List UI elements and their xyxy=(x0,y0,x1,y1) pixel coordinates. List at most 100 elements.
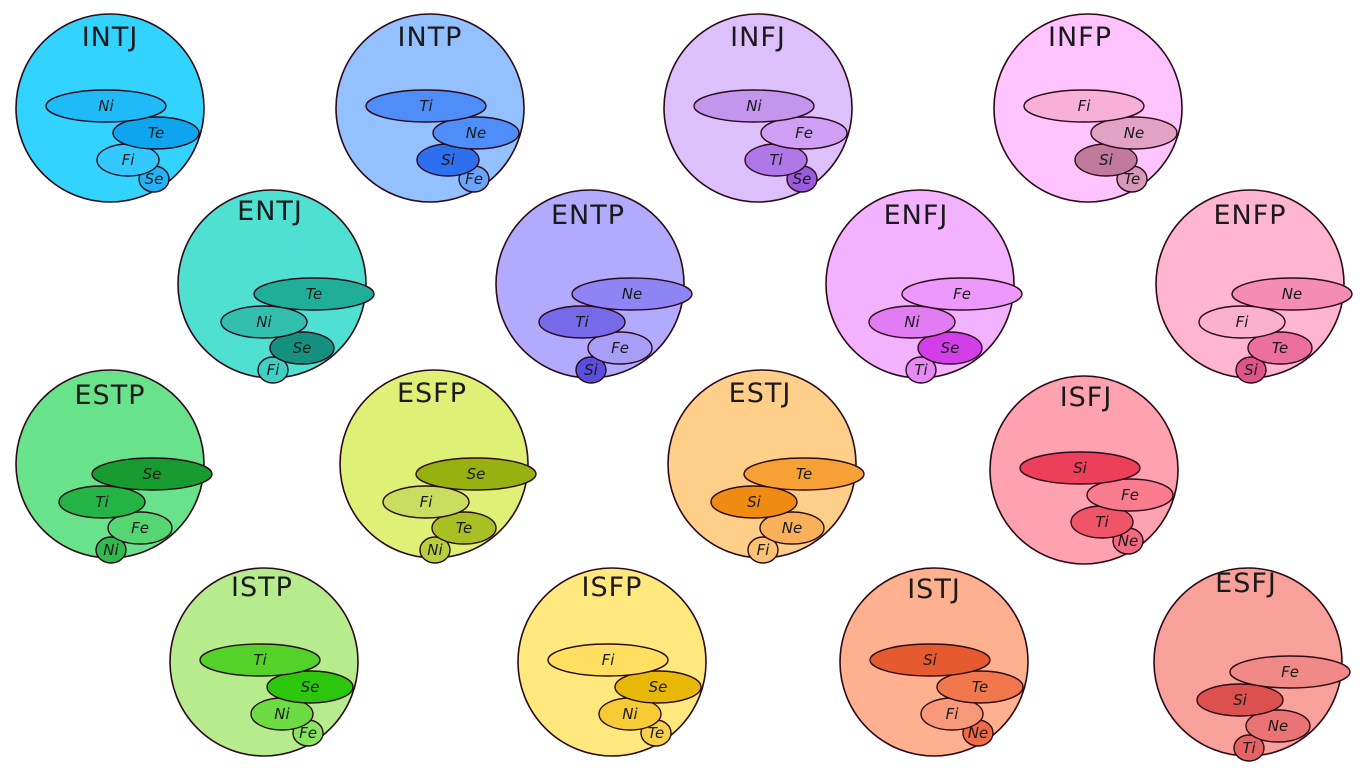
function-bubble xyxy=(91,457,213,491)
function-bubble xyxy=(760,116,848,150)
function-label: Se xyxy=(649,678,668,696)
type-title: ISFP xyxy=(582,572,643,603)
function-label: Te xyxy=(456,519,473,537)
function-bubble xyxy=(1023,89,1145,123)
type-isfj: ISFJ Ne Ti Fe Si xyxy=(989,375,1179,565)
function-label: Ti xyxy=(769,151,783,169)
function-label: Si xyxy=(747,493,762,511)
function-bubble xyxy=(575,356,607,384)
function-label: Te xyxy=(1272,339,1289,357)
function-label: Si xyxy=(441,151,456,169)
function-bubble xyxy=(917,331,983,365)
function-bubble xyxy=(538,305,626,339)
function-label: Te xyxy=(648,724,665,742)
type-title: ENTJ xyxy=(237,196,303,227)
function-label: Te xyxy=(148,124,165,142)
function-bubble xyxy=(415,457,537,491)
type-enfp: ENFP Si Te Fi Ne xyxy=(1155,189,1353,384)
type-title: INTJ xyxy=(82,22,139,53)
function-bubble xyxy=(1198,305,1286,339)
function-bubble xyxy=(257,356,289,384)
function-bubble xyxy=(199,643,321,677)
function-label: Si xyxy=(1073,459,1088,477)
function-bubble xyxy=(901,277,1023,311)
function-label: Ne xyxy=(968,724,988,742)
type-istj: ISTJ Ne Fi Te Si xyxy=(839,567,1029,757)
function-label: Si xyxy=(923,651,938,669)
function-bubble xyxy=(614,670,702,704)
type-isfp: ISFP Te Ni Se Fi xyxy=(517,567,707,757)
type-title: ESFP xyxy=(397,378,467,409)
function-bubble xyxy=(905,356,937,384)
function-bubble xyxy=(1086,478,1174,512)
function-bubble xyxy=(1245,709,1311,743)
function-bubble xyxy=(419,536,451,564)
function-label: Te xyxy=(1124,170,1141,188)
function-label: Ni xyxy=(274,705,290,723)
function-label: Ti xyxy=(575,313,589,331)
function-label: Ne xyxy=(1268,717,1288,735)
function-bubble xyxy=(547,643,669,677)
function-bubble xyxy=(253,277,375,311)
function-bubble xyxy=(45,89,167,123)
type-entj: ENTJ Fi Se Ni Te xyxy=(177,189,375,384)
type-title: ISFJ xyxy=(1060,382,1113,413)
function-label: Fi xyxy=(1078,97,1092,115)
function-label: Se xyxy=(145,170,164,188)
function-bubble xyxy=(431,511,497,545)
type-estp: ESTP Ni Fe Ti Se xyxy=(15,369,213,564)
type-esfj: ESFJ Ti Ne Si Fe xyxy=(1153,567,1351,762)
function-label: Te xyxy=(306,285,323,303)
function-bubble xyxy=(58,485,146,519)
function-bubble xyxy=(1229,655,1351,689)
function-bubble xyxy=(1090,116,1178,150)
function-label: Ti xyxy=(253,651,267,669)
function-bubble xyxy=(1019,451,1141,485)
function-label: Ti xyxy=(1242,739,1256,757)
function-label: Ni xyxy=(904,313,920,331)
function-label: Fe xyxy=(611,339,629,357)
function-label: Ni xyxy=(746,97,762,115)
type-estj: ESTJ Fi Ne Si Te xyxy=(667,369,865,564)
function-bubble xyxy=(747,536,779,564)
function-bubble xyxy=(1196,683,1284,717)
function-label: Ne xyxy=(622,285,642,303)
function-label: Ne xyxy=(782,519,802,537)
type-esfp: ESFP Ni Te Fi Se xyxy=(339,369,537,564)
function-label: Fe xyxy=(465,170,483,188)
type-title: ENTP xyxy=(551,200,625,231)
function-bubble xyxy=(1235,356,1267,384)
function-bubble xyxy=(112,116,200,150)
type-title: ISTJ xyxy=(907,574,961,605)
function-label: Fi xyxy=(602,651,616,669)
type-title: INFJ xyxy=(730,22,786,53)
type-istp: ISTP Fe Ni Se Ti xyxy=(169,567,359,757)
function-bubble xyxy=(269,331,335,365)
function-label: Fe xyxy=(131,519,149,537)
type-intj: INTJ Se Fi Te Ni xyxy=(15,13,205,203)
function-label: Ti xyxy=(95,493,109,511)
function-bubble xyxy=(936,670,1024,704)
function-label: Ni xyxy=(103,541,119,559)
function-label: Fi xyxy=(757,541,771,559)
function-label: Se xyxy=(301,678,320,696)
type-title: ENFJ xyxy=(884,200,949,231)
function-bubble xyxy=(869,643,991,677)
function-label: Fi xyxy=(267,361,281,379)
function-label: Te xyxy=(972,678,989,696)
function-label: Ni xyxy=(622,705,638,723)
type-entp: ENTP Si Fe Ti Ne xyxy=(495,189,693,384)
function-label: Ne xyxy=(466,124,486,142)
function-bubble xyxy=(693,89,815,123)
function-label: Si xyxy=(1099,151,1114,169)
function-bubble xyxy=(587,331,653,365)
function-label: Ti xyxy=(1095,513,1109,531)
type-infj: INFJ Se Ti Fe Ni xyxy=(663,13,853,203)
function-label: Ne xyxy=(1282,285,1302,303)
type-intp: INTP Fe Si Ne Ti xyxy=(335,13,525,203)
function-label: Se xyxy=(941,339,960,357)
function-bubble xyxy=(365,89,487,123)
function-bubble xyxy=(710,485,798,519)
function-label: Ni xyxy=(98,97,114,115)
